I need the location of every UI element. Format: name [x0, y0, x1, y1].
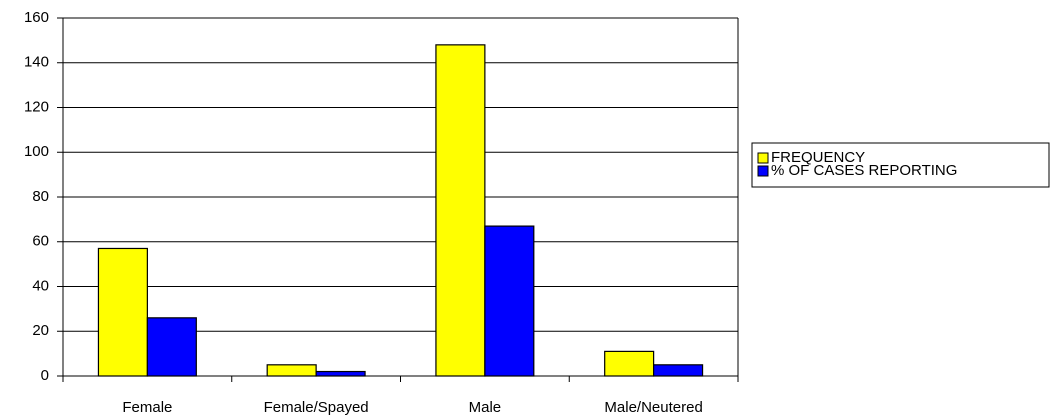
legend-label: % OF CASES REPORTING — [771, 162, 957, 179]
y-tick-label: 0 — [41, 367, 49, 384]
y-tick-label: 20 — [32, 322, 49, 339]
x-tick-label: Female/Spayed — [264, 399, 369, 416]
bar — [604, 350, 655, 377]
bar — [146, 317, 197, 377]
y-tick-label: 60 — [32, 233, 49, 250]
bar — [435, 44, 486, 377]
y-tick-label: 40 — [32, 277, 49, 294]
bar — [653, 364, 704, 377]
legend-label: FREQUENCY — [771, 149, 865, 166]
legend-box — [751, 142, 1050, 188]
y-tick-label: 100 — [24, 143, 49, 160]
legend-swatch — [757, 152, 769, 164]
y-tick-label: 120 — [24, 98, 49, 115]
legend-swatch — [757, 165, 769, 177]
bar — [97, 247, 148, 377]
y-tick-label: 160 — [24, 9, 49, 26]
bar — [266, 364, 317, 377]
bar — [315, 370, 366, 377]
x-tick-label: Male — [469, 399, 502, 416]
x-tick-label: Female — [122, 399, 172, 416]
x-tick-label: Male/Neutered — [604, 399, 702, 416]
y-tick-label: 140 — [24, 54, 49, 71]
y-tick-label: 80 — [32, 188, 49, 205]
bar — [484, 225, 535, 377]
